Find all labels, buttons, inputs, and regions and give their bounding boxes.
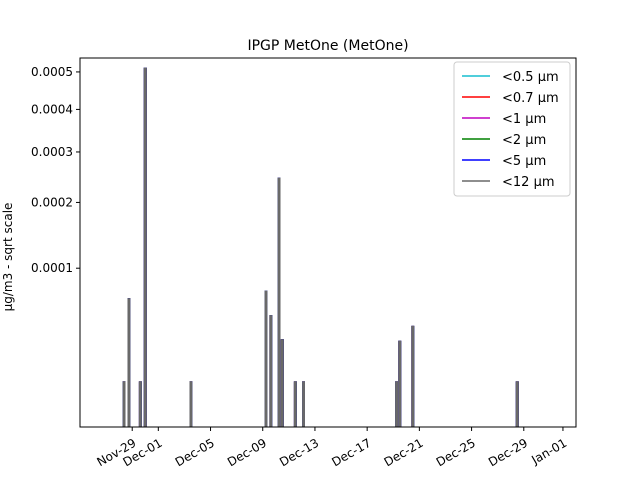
legend-box (453, 61, 571, 197)
spike-5 (138, 381, 142, 427)
chart-title: IPGP MetOne (MetOne) (247, 38, 408, 54)
spike-5 (127, 298, 131, 427)
legend-label: <1 µm (502, 112, 546, 127)
y-tick-label: 0.0005 (31, 65, 73, 79)
y-tick-label: 0.0001 (31, 261, 73, 275)
spike-5 (269, 315, 273, 427)
spike-5 (122, 381, 126, 427)
y-tick-label: 0.0004 (31, 102, 73, 116)
y-tick-label: 0.0002 (31, 195, 73, 209)
legend-label: <12 µm (502, 175, 555, 190)
spike-5 (302, 381, 305, 427)
y-tick-label: 0.0003 (31, 145, 73, 159)
spike-5 (143, 67, 147, 427)
legend-label: <5 µm (502, 154, 546, 169)
spike-5 (411, 325, 415, 427)
legend: <0.5 µm <0.7 µm <1 µm <2 µm <5 µm <12 µm (453, 61, 571, 197)
spike-5 (264, 290, 268, 427)
spike-5 (280, 339, 284, 427)
spike-5 (398, 340, 402, 427)
plot-frame (79, 57, 577, 428)
legend-label: <0.5 µm (502, 70, 559, 85)
spike-5 (395, 381, 398, 427)
spike-5 (515, 381, 519, 427)
spike-5 (277, 177, 281, 427)
legend-label: <2 µm (502, 133, 546, 148)
y-axis-label: µg/m3 - sqrt scale (1, 203, 15, 312)
spike-5 (189, 381, 193, 427)
spike-5 (293, 381, 297, 427)
legend-label: <0.7 µm (502, 91, 559, 106)
